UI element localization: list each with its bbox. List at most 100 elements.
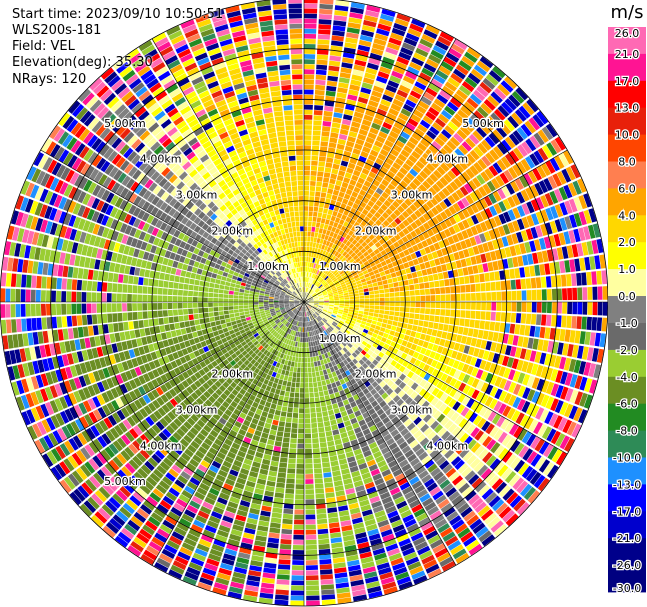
velocity-gate: [461, 55, 475, 68]
velocity-gate: [409, 284, 415, 291]
velocity-gate: [310, 257, 314, 263]
velocity-gate: [365, 230, 372, 237]
velocity-gate: [323, 268, 328, 274]
velocity-gate: [362, 314, 368, 319]
velocity-gate: [277, 472, 286, 478]
velocity-gate: [304, 206, 309, 211]
velocity-gate: [399, 180, 408, 189]
velocity-gate: [307, 295, 312, 299]
velocity-gate: [517, 255, 524, 267]
velocity-gate: [339, 297, 345, 300]
velocity-gate: [558, 232, 566, 246]
velocity-gate: [511, 233, 519, 245]
velocity-gate: [354, 228, 361, 235]
velocity-gate: [409, 313, 415, 319]
velocity-gate: [314, 300, 319, 302]
velocity-gate: [485, 252, 492, 262]
velocity-gate: [423, 91, 435, 102]
velocity-gate: [554, 204, 564, 218]
velocity-gate: [576, 272, 582, 286]
velocity-gate: [313, 237, 318, 243]
velocity-gate: [304, 44, 316, 49]
velocity-gate: [322, 411, 329, 417]
velocity-gate: [323, 110, 333, 117]
velocity-gate: [332, 117, 342, 124]
velocity-gate: [456, 232, 464, 241]
velocity-gate: [342, 52, 355, 59]
velocity-gate: [545, 123, 558, 138]
velocity-gate: [317, 233, 322, 239]
velocity-gate: [313, 263, 317, 269]
velocity-gate: [476, 302, 481, 310]
velocity-gate: [501, 236, 509, 247]
velocity-gate: [321, 311, 327, 315]
velocity-gate: [445, 309, 451, 317]
velocity-gate: [295, 357, 299, 363]
velocity-gate: [379, 271, 386, 277]
velocity-gate: [578, 409, 588, 424]
velocity-gate: [484, 207, 493, 219]
velocity-gate: [365, 254, 372, 261]
velocity-gate: [425, 302, 431, 308]
velocity-gate: [495, 175, 505, 187]
velocity-gate: [488, 132, 500, 145]
velocity-gate: [552, 302, 557, 314]
velocity-gate: [357, 313, 364, 318]
velocity-gate: [369, 291, 375, 295]
velocity-gate: [358, 326, 364, 332]
velocity-gate: [331, 243, 337, 250]
velocity-gate: [410, 343, 418, 351]
velocity-gate: [455, 242, 463, 251]
velocity-gate: [289, 448, 297, 454]
velocity-gate: [304, 79, 314, 85]
velocity-gate: [386, 324, 392, 330]
velocity-gate: [343, 259, 349, 265]
velocity-gate: [368, 171, 377, 179]
velocity-gate: [315, 498, 326, 504]
velocity-gate: [309, 387, 314, 393]
velocity-gate: [426, 163, 436, 173]
velocity-gate: [364, 308, 370, 312]
velocity-gate: [272, 507, 283, 514]
velocity-gate: [373, 329, 380, 335]
velocity-gate: [308, 298, 314, 301]
velocity-gate: [321, 244, 326, 250]
velocity-gate: [305, 499, 315, 505]
velocity-gate: [269, 465, 278, 472]
velocity-gate: [424, 334, 431, 342]
velocity-gate: [426, 357, 434, 366]
velocity-gate: [327, 265, 333, 271]
velocity-gate: [345, 216, 352, 223]
velocity-gate: [356, 269, 363, 274]
velocity-gate: [313, 304, 319, 306]
velocity-gate: [344, 294, 349, 298]
velocity-gate: [227, 326, 233, 331]
velocity-gate: [308, 252, 312, 257]
velocity-gate: [561, 168, 572, 183]
velocity-gate: [318, 296, 324, 299]
velocity-gate: [314, 232, 319, 238]
velocity-gate: [308, 303, 314, 306]
velocity-gate: [310, 402, 316, 408]
velocity-gate: [392, 200, 400, 209]
velocity-gate: [335, 490, 345, 497]
velocity-gate: [311, 160, 318, 166]
velocity-gate: [559, 217, 568, 231]
velocity-gate: [321, 594, 336, 600]
velocity-gate: [307, 262, 310, 267]
velocity-gate: [524, 266, 531, 278]
velocity-gate: [392, 144, 402, 153]
velocity-gate: [398, 251, 406, 258]
velocity-gate: [473, 347, 480, 357]
velocity-gate: [558, 152, 569, 167]
velocity-gate: [343, 322, 349, 327]
velocity-gate: [305, 327, 308, 332]
velocity-gate: [310, 231, 315, 237]
velocity-gate: [331, 287, 337, 291]
velocity-gate: [522, 387, 531, 400]
velocity-gate: [544, 411, 554, 425]
velocity-gate: [434, 136, 445, 147]
velocity-gate: [311, 155, 319, 161]
velocity-gate: [362, 270, 369, 275]
velocity-gate: [414, 313, 420, 320]
